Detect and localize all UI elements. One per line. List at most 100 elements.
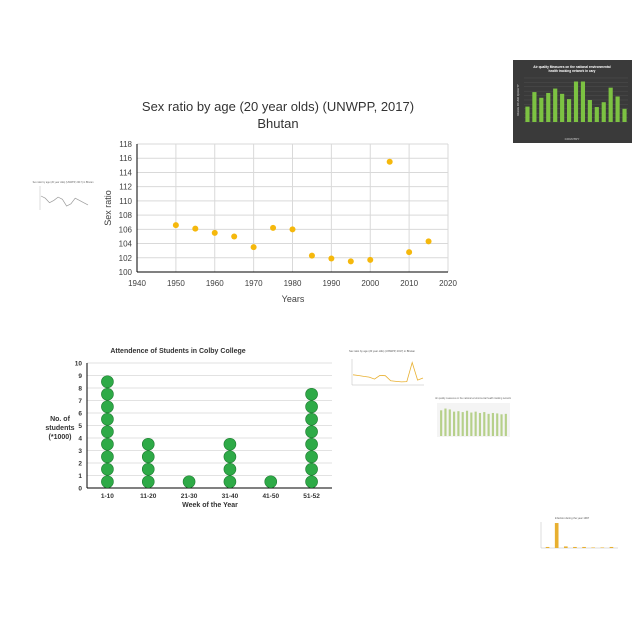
dot-marker [141,437,155,451]
bar-thumbnail-bar [448,409,451,436]
dot-x-tick-label: 31-40 [222,493,239,500]
air-quality-y-label: VALUE OF AIR QUALITY [516,84,520,116]
dot-marker [101,387,114,401]
bar-thumbnail-bar [440,410,443,436]
scatter-point [231,233,238,240]
infection-thumbnail-bar [563,546,568,548]
scatter-y-tick-label: 110 [119,197,132,206]
dot-x-tick-label: 21-30 [181,493,198,500]
bar-thumbnail-bars [440,408,507,436]
dot-marker [264,475,278,489]
dot-marker [101,450,114,464]
dot-y-tick-label: 5 [78,423,82,430]
line-thumbnail-right-title: Sex ratio by age (20 year olds) (UNWPP, … [349,349,416,353]
scatter-point [172,222,179,229]
dot-y-tick-label: 9 [78,373,82,380]
bar-thumbnail-bar [470,412,473,436]
air-quality-bar [622,108,627,122]
bar-thumbnail-bar [487,413,490,436]
dot-marker [223,462,237,476]
infection-thumbnail-bar [573,546,577,548]
bar-thumbnail-bar [504,413,507,436]
scatter-y-tick-label: 106 [119,225,133,234]
scatter-point [406,249,413,256]
dot-x-tick-label: 51-52 [303,493,320,500]
bar-thumbnail-plot [437,403,510,437]
dot-marker [223,450,237,464]
scatter-y-ticks: 100 102 104 106 108 110 112 114 116 118 [119,140,133,277]
dot-marker [305,437,318,451]
dot-marker [305,462,318,476]
air-quality-title-line-1: Air quality Measures on the national env… [533,65,611,69]
scatter-x-label: Years [282,294,305,304]
scatter-point [308,252,315,259]
bar-thumbnail-bar [461,412,464,436]
dot-marker [141,450,155,464]
dot-y-tick-label: 8 [78,386,82,393]
dot-marker [101,375,114,389]
air-quality-bar [539,97,544,122]
bar-thumbnail-bar [457,411,460,436]
scatter-y-tick-label: 100 [119,268,133,277]
scatter-point [425,238,432,245]
air-quality-bar [608,87,613,122]
infection-thumbnail-bar [600,547,605,548]
dot-y-tick-label: 1 [78,473,82,480]
air-quality-bar [573,81,579,122]
dot-y-tick-label: 4 [78,436,82,443]
scatter-grid [137,143,449,272]
scatter-point [211,229,218,236]
dot-marker [101,462,114,476]
dot-marker [101,400,114,414]
dot-marker [101,425,114,439]
scatter-point [250,244,257,251]
dot-x-tick-label: 11-20 [140,493,157,500]
air-quality-bar [532,92,537,122]
air-quality-x-label: COUNTRY [565,137,580,141]
dot-y-tick-label: 6 [78,411,82,418]
scatter-x-tick-label: 1960 [206,279,224,288]
scatter-x-tick-label: 2010 [400,279,418,288]
dot-marker [305,425,318,439]
bar-thumbnail-title: Air quality measures on the national env… [435,397,512,400]
dot-marker [305,400,318,414]
scatter-y-tick-label: 102 [119,254,133,263]
dot-y-label-line-1: No. of [50,416,70,423]
scatter-point [367,256,374,263]
scatter-x-tick-label: 2020 [439,279,457,288]
air-quality-bar [546,92,551,122]
bar-thumbnail-bar [465,410,469,436]
infection-thumbnail-bar [582,546,586,548]
air-quality-bar [587,100,592,122]
scatter-y-tick-label: 108 [119,211,133,220]
line-thumbnail-right: Sex ratio by age (20 year olds) (UNWPP, … [349,349,424,386]
bar-thumbnail-bar [474,411,477,436]
scatter-subtitle: Bhutan [257,116,298,131]
dot-y-tick-label: 2 [78,461,82,468]
scatter-point [347,258,354,265]
dot-y-ticks: 0 1 2 3 4 5 6 7 8 9 10 [75,361,83,493]
scatter-y-label: Sex ratio [103,190,113,226]
scatter-y-tick-label: 118 [119,140,132,149]
scatter-y-tick-label: 114 [119,168,132,177]
dot-marker [305,450,318,464]
dot-marker [223,437,237,451]
bar-thumbnail-bar [478,412,482,436]
infection-thumbnail-bar [609,546,614,548]
air-quality-bar [615,96,620,122]
scatter-x-tick-label: 1990 [322,279,340,288]
scatter-x-ticks: 1940 1950 1960 1970 1980 1990 2000 2010 2020 [128,279,457,288]
air-quality-bars [525,81,627,122]
line-thumbnail-left-frame [33,178,93,220]
dot-markers [101,375,318,489]
infection-thumbnail: Infection during the year 1997 [540,516,618,549]
scatter-point [270,224,277,231]
scatter-x-tick-label: 1980 [284,279,302,288]
dot-x-ticks: 1-10 11-20 21-30 31-40 41-50 51-52 [101,493,320,500]
scatter-x-tick-label: 1940 [128,279,146,288]
air-quality-bar [594,107,599,122]
scatter-chart: Sex ratio by age (20 year olds) (UNWPP, … [103,99,457,304]
dot-marker [101,475,114,489]
line-thumbnail-left-title: Sex ratio by age (20 year olds) (UNWPP, … [33,181,94,184]
